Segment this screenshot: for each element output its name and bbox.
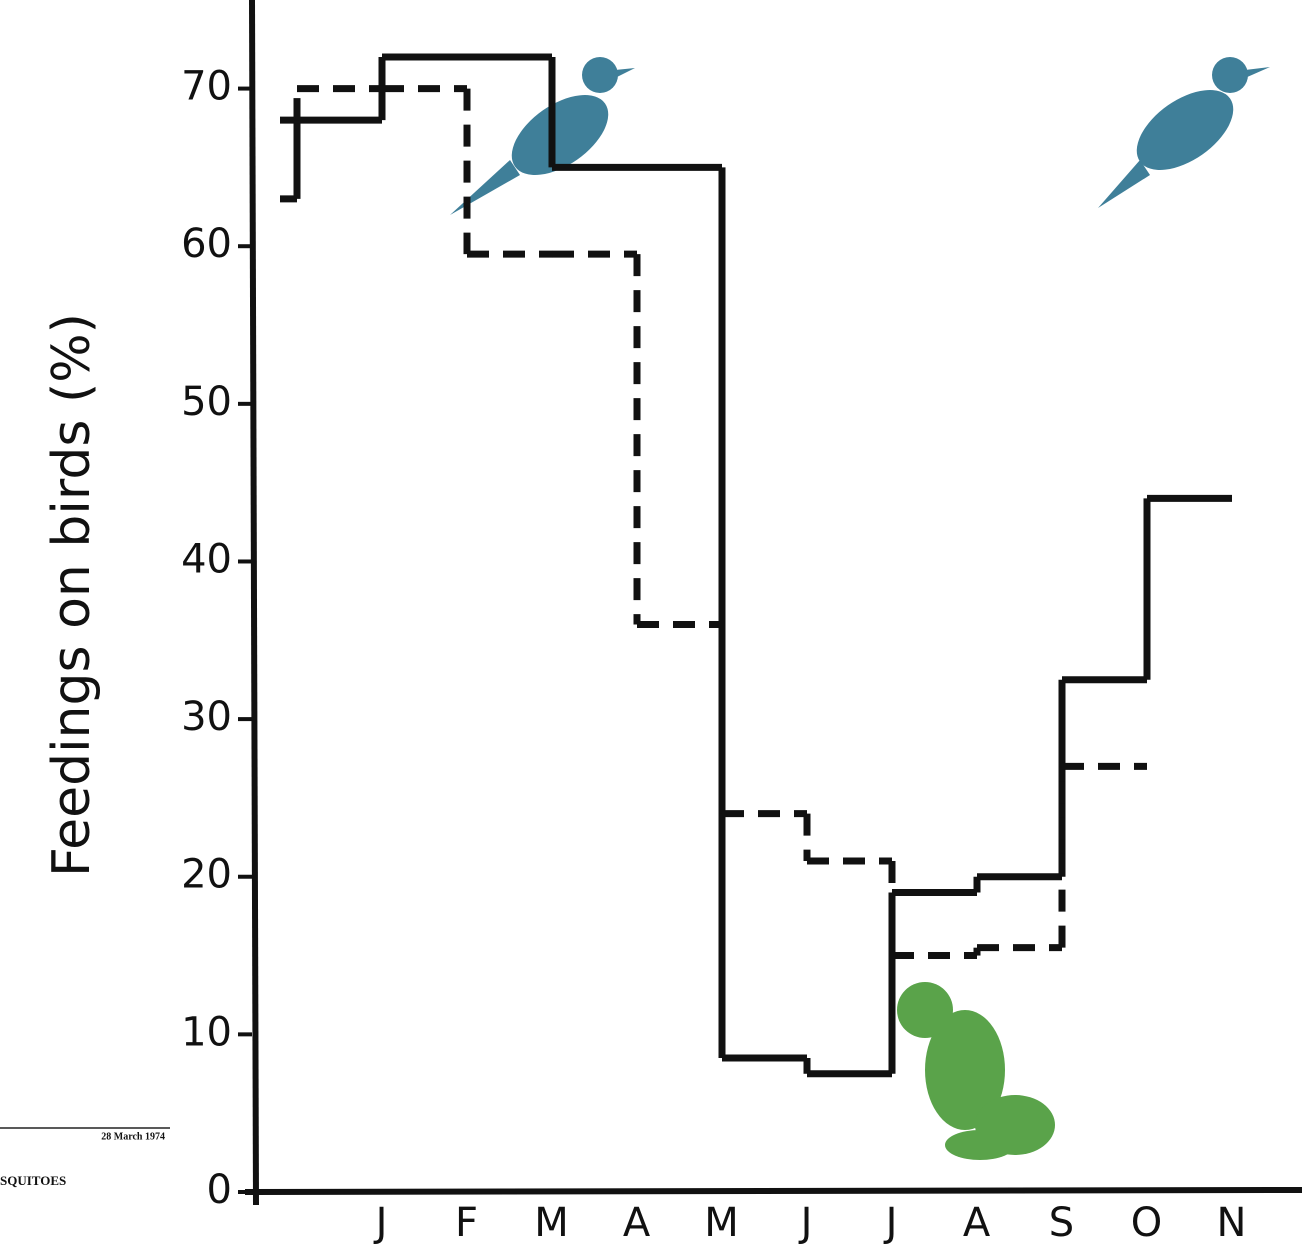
x-tick-label: J xyxy=(798,1200,813,1246)
x-tick-label: S xyxy=(1049,1200,1074,1246)
x-tick-label: J xyxy=(883,1200,898,1246)
y-tick-label: 50 xyxy=(181,379,232,425)
annotation-heading: SQUITOES xyxy=(0,1173,66,1188)
y-axis xyxy=(252,0,256,1205)
x-tick-label: A xyxy=(623,1200,651,1246)
x-tick-label: F xyxy=(455,1200,478,1246)
annotation-date: 28 March 1974 xyxy=(101,1131,165,1142)
bird-illustration xyxy=(1098,57,1270,208)
x-tick-label: N xyxy=(1217,1200,1247,1246)
y-tick-label: 20 xyxy=(181,852,232,898)
y-tick-label: 60 xyxy=(181,221,232,267)
squirrel-illustration xyxy=(897,982,1055,1160)
y-tick-label: 0 xyxy=(207,1167,232,1213)
x-tick-label: J xyxy=(373,1200,388,1246)
x-axis xyxy=(245,1190,1302,1192)
chart: Feedings on birds (%) 28 March 1974 SQUI… xyxy=(0,0,1302,1246)
y-tick-label: 10 xyxy=(181,1009,232,1055)
x-tick-label: O xyxy=(1131,1200,1162,1246)
x-tick-label: M xyxy=(704,1200,739,1246)
y-tick-label: 30 xyxy=(181,694,232,740)
y-tick-label: 70 xyxy=(181,64,232,110)
x-tick-label: A xyxy=(963,1200,991,1246)
bird-illustration xyxy=(450,57,635,215)
y-axis-label: Feedings on birds (%) xyxy=(42,313,102,877)
y-tick-label: 40 xyxy=(181,536,232,582)
page: Feedings on birds (%) 28 March 1974 SQUI… xyxy=(0,0,1302,1246)
x-tick-label: M xyxy=(534,1200,569,1246)
